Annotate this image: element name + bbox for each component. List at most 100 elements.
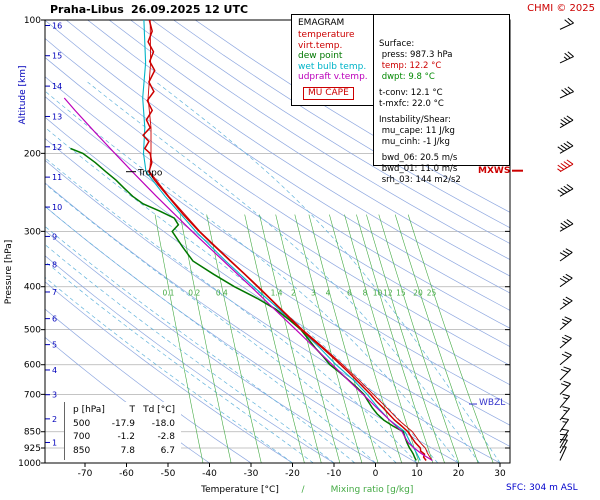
table-cell: 700 [73,432,91,442]
svg-text:-50: -50 [161,469,176,479]
info-line: t-conv: 12.1 °C [379,88,443,98]
pressure-temp-table-body: p [hPa] T Td [°C] 500 -17.9 -18.0 700 -1.2 -2.8 8… [73,404,175,458]
info-line: Instability/Shear: [379,115,452,125]
info-line: mu_cape: 11 J/kg [379,126,455,136]
info-lines: Surface: press: 987.3 hPa temp: 12.2 °C … [379,39,509,186]
virtual-temperature-curve [147,20,433,461]
svg-text:-60: -60 [119,469,134,479]
wind-barb [559,366,571,381]
wind-barb [557,141,574,154]
table-cell: -2.8 [157,432,175,442]
table-cell: 850 [73,445,91,456]
sounding-datetime: 26.09.2025 12 UTC [131,3,249,16]
legend-item: wet bulb temp. [298,61,367,72]
svg-text:1000: 1000 [18,459,41,469]
svg-text:-30: -30 [244,469,259,479]
svg-text:925: 925 [24,444,41,454]
wind-barb [559,393,571,408]
svg-text:9: 9 [52,232,57,241]
svg-text:7: 7 [52,288,57,297]
svg-text:6: 6 [347,289,352,298]
svg-text:0: 0 [373,469,379,479]
svg-text:-70: -70 [78,469,93,479]
updraft-virtual-temperature-curve [63,97,433,462]
svg-text:15: 15 [52,52,62,61]
wind-barb [559,219,574,232]
info-line: press: 987.3 hPa [379,50,453,60]
svg-text:0.2: 0.2 [188,289,200,298]
mixing-ratio-labels: 0.1 0.2 0.4 1 1.4 2 3 4 6 8 10 12 15 20 25 [162,289,436,298]
svg-text:100: 100 [24,16,41,26]
wind-barb [557,184,574,197]
table-row: 500 -17.9 -18.0 [73,418,175,432]
svg-text:4: 4 [52,366,57,375]
legend-title: EMAGRAM [298,18,345,28]
svg-text:850: 850 [24,428,41,438]
svg-text:12: 12 [52,143,62,152]
svg-text:-20: -20 [285,469,300,479]
legend-box: EMAGRAM temperature virt.temp. dew point we… [291,14,374,106]
svg-text:15: 15 [396,289,406,298]
dry-adiabats [45,20,510,463]
svg-text:0.1: 0.1 [162,289,174,298]
wind-barb [559,406,571,421]
info-line: dwpt: 9.8 °C [379,72,435,82]
table-header: p [hPa] [73,405,105,415]
wind-barb [559,417,570,433]
table-cell: -1.2 [117,432,135,442]
svg-text:10: 10 [411,469,423,479]
table-header: T [129,405,136,415]
legend-item: udpraft v.temp. [298,72,368,83]
svg-text:Temperature [°C]: Temperature [°C] [200,485,279,495]
temperature-curve [142,20,427,461]
copyright-label: CHMI © 2025 [527,3,595,14]
sfc-elevation-label: SFC: 304 m ASL [506,483,578,493]
info-line: srh_03: 144 m2/s2 [379,175,461,185]
svg-text:13: 13 [52,112,62,121]
wind-barb [559,51,574,64]
surface-info-panel: Surface: press: 987.3 hPa temp: 12.2 °C … [373,14,510,185]
svg-text:1: 1 [52,438,57,447]
legend-item: dew point [298,51,343,62]
svg-text:200: 200 [24,149,41,159]
dew-point-curve [70,147,417,461]
svg-text:10: 10 [52,203,62,212]
svg-text:3: 3 [52,391,57,400]
table-cell: 6.7 [160,445,175,456]
svg-text:6: 6 [52,315,57,324]
svg-text:14: 14 [52,82,62,91]
svg-text:10: 10 [373,289,383,298]
wind-barb [559,428,570,444]
wind-barb [559,438,568,454]
legend-item: temperature [298,30,355,41]
svg-text:-10: -10 [327,469,342,479]
svg-text:25: 25 [427,289,437,298]
axes: 1002003004005006007008509251000123456789… [4,16,511,495]
svg-text:20: 20 [453,469,465,479]
wind-barb [559,351,572,366]
table-row: 850 7.8 6.7 [73,445,175,459]
info-line: bwd_01: 11.0 m/s [379,164,458,174]
svg-text:500: 500 [24,326,41,336]
info-line: Surface: [379,39,415,49]
wind-barb [557,159,574,173]
svg-text:Mixing ratio [g/kg]: Mixing ratio [g/kg] [331,485,414,495]
svg-text:20: 20 [413,289,423,298]
svg-text:Pressure [hPa]: Pressure [hPa] [4,240,14,305]
svg-text:Altitude [km]: Altitude [km] [18,65,28,124]
level-markers: Tropo [126,169,523,405]
wind-barb [559,17,574,30]
svg-text:Tropo: Tropo [137,169,163,179]
svg-text:4: 4 [326,289,331,298]
table-cell: 7.8 [120,445,135,456]
table-cell: -17.9 [111,418,135,429]
wind-barb [559,380,571,395]
svg-text:700: 700 [24,390,41,400]
mxws-label: MXWS [478,166,511,176]
sounding-curves [63,20,433,462]
wind-barb [559,296,573,310]
wind-barb [559,446,567,461]
svg-text:600: 600 [24,361,41,371]
svg-text:30: 30 [494,469,506,479]
